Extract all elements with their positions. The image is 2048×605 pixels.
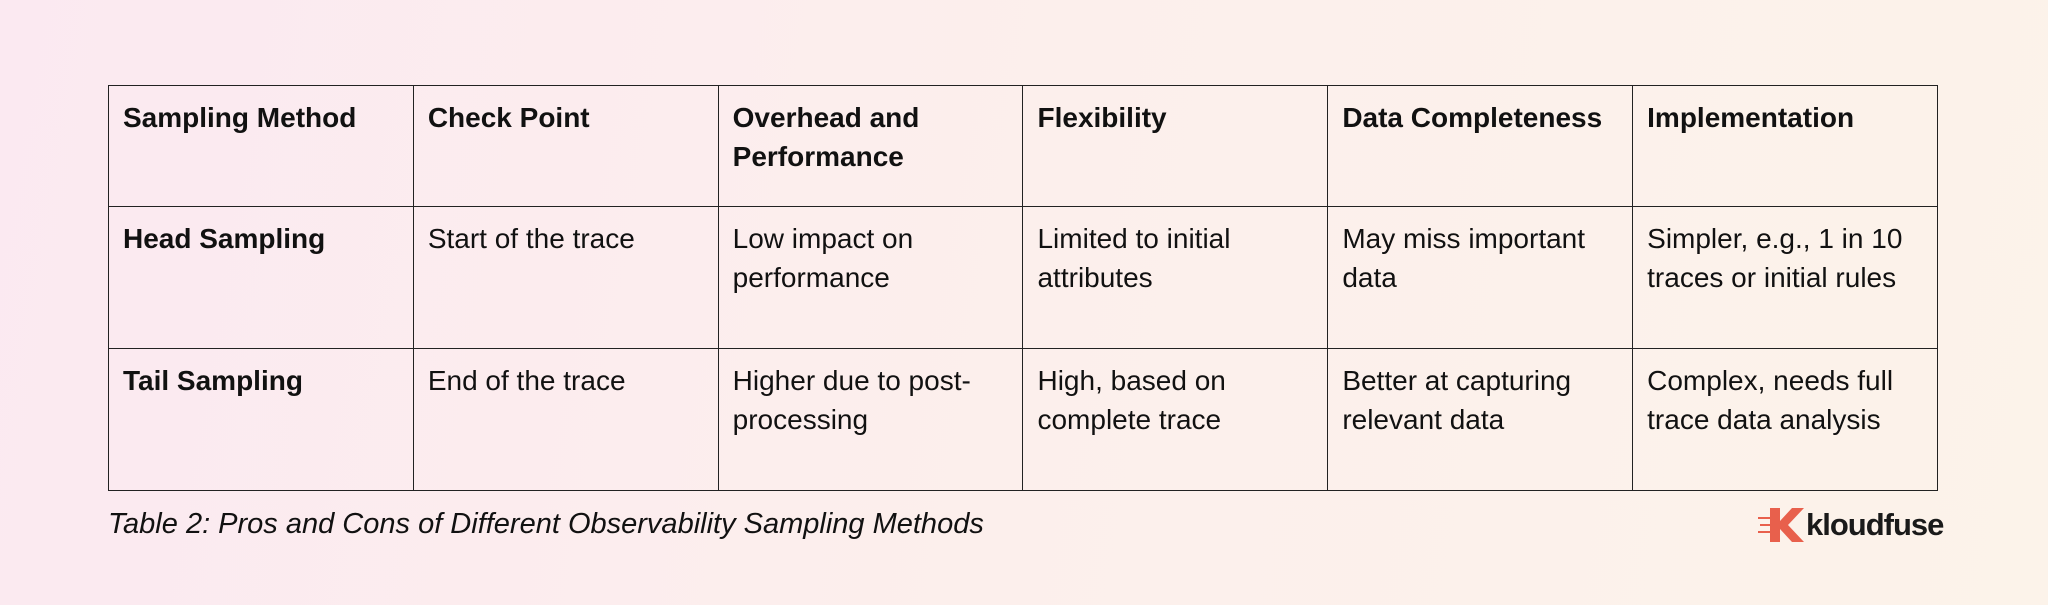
table-cell: May miss important data [1327,206,1634,349]
table-cell: Higher due to post-processing [717,348,1024,491]
header-row: Sampling Method Check Point Overhead and P… [108,85,1938,207]
header-cell: Implementation [1632,85,1938,207]
header-cell: Overhead and Performance [717,85,1024,207]
logo-icon [1758,508,1804,542]
comparison-table: Sampling Method Check Point Overhead and P… [108,85,1938,491]
table-row: Tail Sampling End of the trace Higher due … [108,348,1938,491]
logo-text: kloudfuse [1806,507,1944,542]
table-cell: Better at capturing relevant data [1327,348,1634,491]
header-cell: Sampling Method [108,85,414,207]
table-cell: End of the trace [412,348,719,491]
table-body: Head Sampling Start of the trace Low impac… [108,206,1938,491]
table-row: Head Sampling Start of the trace Low impac… [108,206,1938,349]
table-cell: Start of the trace [412,206,719,349]
table-cell: Limited to initial attributes [1022,206,1329,349]
header-cell: Check Point [412,85,719,207]
caption: Table 2: Pros and Cons of Different Obse… [108,508,984,540]
table-cell: Simpler, e.g., 1 in 10 traces or initial… [1632,206,1938,349]
row-label: Tail Sampling [108,348,414,491]
logo: kloudfuse [1758,506,1944,544]
header-cell: Data Completeness [1327,85,1634,207]
row-label: Head Sampling [108,206,414,349]
header-cell: Flexibility [1022,85,1329,207]
table-cell: Complex, needs full trace data analysis [1632,348,1938,491]
table-cell: Low impact on performance [717,206,1024,349]
table-cell: High, based on complete trace [1022,348,1329,491]
